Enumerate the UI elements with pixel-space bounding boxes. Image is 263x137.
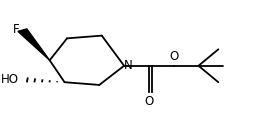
- Text: O: O: [144, 95, 154, 108]
- Text: HO: HO: [1, 73, 19, 86]
- Text: N: N: [123, 59, 132, 72]
- Text: F: F: [13, 23, 20, 36]
- Text: O: O: [169, 50, 178, 63]
- Polygon shape: [18, 29, 50, 60]
